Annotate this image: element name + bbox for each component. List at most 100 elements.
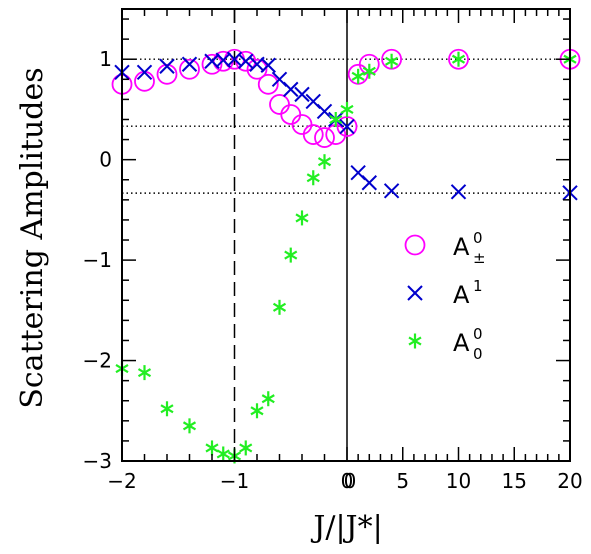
data-point (362, 63, 376, 79)
cross-stroke (305, 93, 321, 110)
cross-stroke (350, 165, 366, 181)
data-point (385, 53, 399, 69)
legend-item: A 0 0 (408, 325, 483, 363)
data-point (317, 154, 332, 170)
cross-stroke (215, 52, 231, 68)
data-markers (111, 48, 581, 464)
data-point (340, 101, 354, 117)
asterisk-stroke (351, 71, 365, 81)
data-point (451, 51, 466, 67)
series-1 (114, 51, 578, 201)
asterisk-stroke (329, 114, 343, 125)
data-point (295, 210, 309, 226)
data-point (351, 68, 365, 84)
data-point (284, 247, 298, 263)
data-point (250, 403, 264, 419)
x-tick-label: 5 (396, 469, 409, 493)
legend-marker (407, 285, 423, 301)
data-point (283, 81, 299, 98)
data-point (280, 104, 302, 125)
asterisk-stroke (451, 54, 466, 64)
asterisk-stroke (216, 449, 230, 459)
asterisk-stroke (284, 250, 298, 260)
data-point (246, 58, 268, 80)
y-tick-label: −1 (83, 248, 112, 272)
data-point (448, 48, 469, 70)
legend-superscript: 1 (473, 277, 483, 295)
data-point (134, 70, 155, 92)
legend-marker (404, 234, 426, 256)
x-tick-label: −2 (107, 469, 136, 493)
cross-stroke (407, 285, 423, 301)
cross-stroke (339, 118, 355, 135)
cross-stroke (450, 184, 467, 200)
asterisk-stroke (408, 336, 422, 346)
data-point (182, 418, 197, 434)
cross-stroke (361, 175, 378, 191)
data-point (383, 183, 400, 199)
x-tick-label: 0 (344, 469, 357, 493)
data-point (302, 124, 324, 145)
data-point (261, 391, 275, 407)
plot-frame (121, 8, 571, 462)
legend-subscript: ± (473, 249, 486, 267)
y-tick-label: −3 (83, 449, 112, 473)
asterisk-stroke (385, 56, 399, 66)
data-point (272, 299, 287, 315)
x-tick-label: 10 (446, 469, 471, 493)
cross-stroke (383, 183, 400, 199)
legend-subscript: 0 (473, 345, 483, 363)
cross-stroke (238, 53, 254, 69)
x-tick-label: 0 (341, 469, 354, 493)
data-point (136, 64, 153, 80)
y-axis-title: Scattering Amplitudes (15, 67, 50, 408)
data-point (160, 401, 174, 417)
cross-stroke (136, 64, 153, 80)
legend-item: A 0 ± (404, 229, 486, 267)
data-point (181, 56, 198, 72)
data-point (450, 184, 467, 200)
legend-marker (408, 333, 422, 349)
legend-superscript: 0 (473, 325, 483, 343)
data-point (306, 170, 320, 186)
asterisk-stroke (239, 443, 253, 453)
y-tick-label: 1 (99, 47, 112, 71)
asterisk-stroke (362, 66, 376, 76)
asterisk-stroke (340, 104, 354, 114)
data-point (260, 57, 276, 73)
data-point (137, 365, 152, 381)
data-point (156, 63, 178, 85)
legend-label: A (453, 281, 470, 309)
data-point (216, 446, 230, 462)
legend-label: A (453, 329, 470, 357)
x-tick-label: −1 (220, 469, 249, 493)
data-point (238, 53, 254, 69)
y-tick-label: 0 (99, 148, 112, 172)
legend: A 0±A 1A 00 (404, 229, 486, 363)
asterisk-stroke (261, 394, 275, 404)
data-point (239, 440, 253, 456)
data-point (329, 111, 343, 127)
series-2 (115, 51, 577, 464)
asterisk-stroke (160, 404, 174, 414)
cross-stroke (294, 86, 310, 103)
x-tick-label: 15 (502, 469, 527, 493)
asterisk-stroke (317, 157, 332, 167)
asterisk-stroke (295, 213, 309, 223)
data-point (159, 58, 175, 74)
data-point (269, 94, 290, 115)
legend-superscript: 0 (473, 229, 483, 247)
data-point (314, 127, 335, 148)
asterisk-stroke (205, 443, 219, 453)
data-point (179, 58, 200, 80)
asterisk-stroke (250, 406, 264, 416)
asterisk-stroke (182, 421, 197, 431)
data-point (201, 53, 223, 75)
data-point (316, 103, 333, 120)
reference-lines (122, 9, 570, 461)
data-point (339, 118, 355, 135)
cross-stroke (316, 103, 333, 120)
cross-stroke (159, 58, 175, 74)
